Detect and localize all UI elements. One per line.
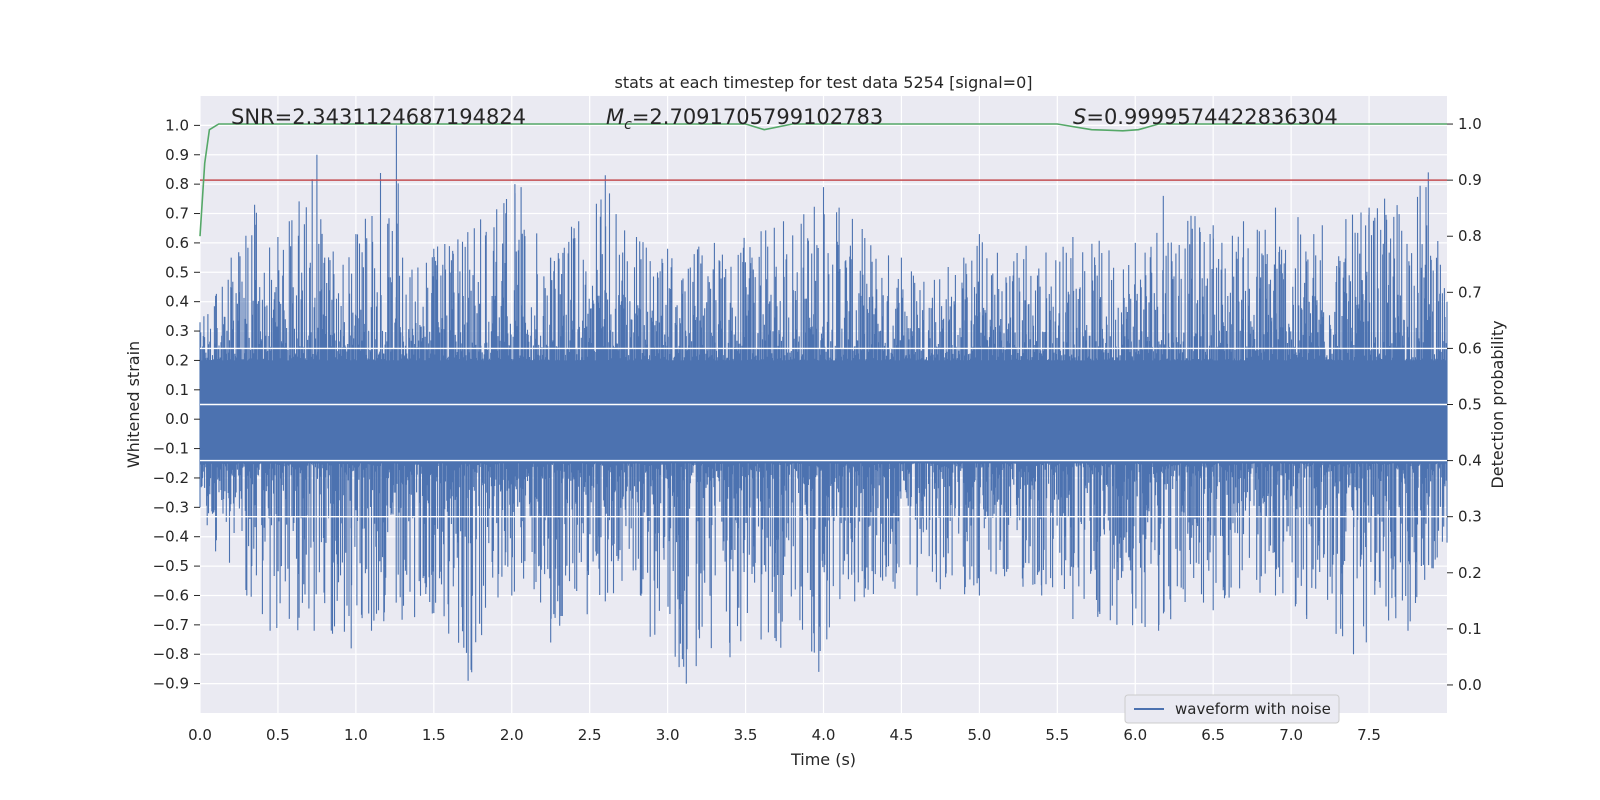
y-tick-label: −0.4 [153,528,189,546]
x-axis-label: Time (s) [790,750,856,769]
y-tick-label: 0.8 [165,175,189,193]
legend-label-waveform: waveform with noise [1175,700,1331,718]
y-tick-label: 0.9 [165,146,189,164]
chirp-mass-value: =2.7091705799102783 [632,105,883,129]
y-tick-label: −0.2 [153,469,189,487]
x-tick-label: 0.5 [266,726,290,744]
y-tick-label: 0.6 [165,234,189,252]
y2-tick-label: 0.3 [1458,508,1482,526]
y-tick-label: 0.3 [165,322,189,340]
waveform-line [199,125,1448,684]
x-tick-label: 2.0 [500,726,524,744]
score-value: =0.9999574422836304 [1086,105,1337,129]
y2-tick-label: 1.0 [1458,115,1482,133]
y-tick-label: −0.3 [153,498,189,516]
legend: waveform with noise [1124,694,1340,724]
x-tick-label: 4.5 [890,726,914,744]
x-tick-label: 6.0 [1123,726,1147,744]
y2-tick-label: 0.6 [1458,339,1482,357]
score-annotation: S=0.9999574422836304 [1073,105,1338,129]
y-tick-label: 0.4 [165,293,189,311]
y-tick-label: −0.6 [153,586,189,604]
series-layer [199,123,1448,684]
y2-tick-label: 0.1 [1458,620,1482,638]
y2-axis-label: Detection probability [1488,320,1507,488]
legend-box [1124,694,1340,724]
x-tick-label: 1.0 [344,726,368,744]
y2-tick-label: 0.5 [1458,396,1482,414]
y-tick-label: 1.0 [165,116,189,134]
x-tick-label: 2.5 [578,726,602,744]
y2-tick-label: 0.7 [1458,283,1482,301]
snr-annotation: SNR=2.3431124687194824 [231,105,526,129]
y2-tick-label: 0.0 [1458,676,1482,694]
y2-tick-label: 0.9 [1458,171,1482,189]
x-tick-label: 5.5 [1045,726,1069,744]
y-axis-label: Whitened strain [124,341,143,468]
score-symbol: S [1073,105,1086,129]
y2-tick-label: 0.4 [1458,452,1482,470]
detection-probability-line [199,123,1447,237]
x-tick-label: 3.0 [656,726,680,744]
x-tick-label: 6.5 [1201,726,1225,744]
x-tick-label: 7.0 [1279,726,1303,744]
y-tick-label: −0.1 [153,440,189,458]
y-tick-label: 0.7 [165,205,189,223]
chart-title: stats at each timestep for test data 525… [614,73,1032,92]
y-tick-label: −0.8 [153,645,189,663]
x-tick-label: 0.0 [188,726,212,744]
y2-tick-label: 0.8 [1458,227,1482,245]
y-tick-label: −0.5 [153,557,189,575]
y-tick-label: 0.0 [165,410,189,428]
y-tick-label: 0.2 [165,351,189,369]
axes: 0.0 0.5 1.0 1.5 2.0 2.5 3.0 3.5 4.0 4.5 5.0 5.5 6.0 6… [153,115,1482,744]
chirp-mass-symbol: M [606,105,624,129]
chirp-mass-subscript: c [624,117,632,133]
x-tick-label: 5.0 [967,726,991,744]
y2-tick-label: 0.2 [1458,564,1482,582]
y-tick-label: −0.9 [153,675,189,693]
x-tick-label: 3.5 [734,726,758,744]
x-tick-label: 4.0 [812,726,836,744]
chirp-mass-annotation: Mc=2.7091705799102783 [606,105,883,133]
x-tick-label: 7.5 [1357,726,1381,744]
x-tick-label: 1.5 [422,726,446,744]
y-tick-label: 0.5 [165,263,189,281]
y-tick-label: −0.7 [153,616,189,634]
y-tick-label: 0.1 [165,381,189,399]
